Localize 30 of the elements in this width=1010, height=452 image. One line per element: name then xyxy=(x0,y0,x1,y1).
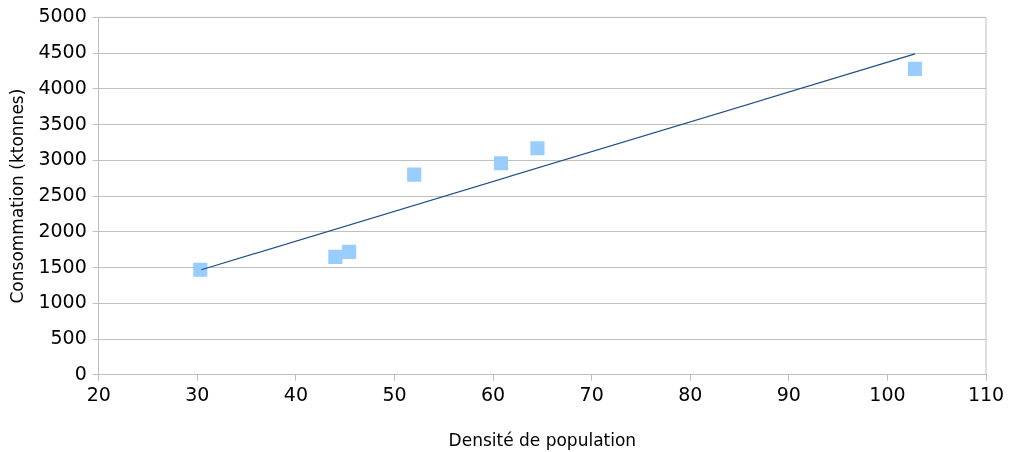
y-tick-label: 3000 xyxy=(38,147,87,170)
x-tick-label: 20 xyxy=(86,383,111,406)
x-tick-label: 100 xyxy=(869,383,906,406)
y-tick-label: 4000 xyxy=(38,75,87,98)
y-tick-label: 500 xyxy=(50,326,87,348)
y-tick-label: 3500 xyxy=(38,111,87,134)
x-tick-label: 80 xyxy=(678,383,703,406)
x-tick-label: 90 xyxy=(776,383,801,406)
y-tick-label: 1000 xyxy=(38,290,87,313)
point xyxy=(493,156,509,171)
y-axis-title: Consommation (ktonnes) xyxy=(6,88,27,304)
x-tick-label: 110 xyxy=(967,383,1005,406)
point xyxy=(530,141,545,156)
y-tick-label: 2000 xyxy=(38,218,87,241)
y-tick-label: 0 xyxy=(74,361,87,384)
x-tick-label: 50 xyxy=(382,383,407,406)
x-tick-label: 30 xyxy=(185,383,210,406)
y-tick-label: 5000 xyxy=(38,4,87,27)
x-tick-label: 70 xyxy=(579,383,604,406)
point xyxy=(907,61,923,76)
x-tick-label: 60 xyxy=(480,383,506,406)
x-axis-title: Densité de population xyxy=(448,430,637,451)
y-tick-label: 2500 xyxy=(38,183,87,206)
x-tick-label: 40 xyxy=(283,383,309,406)
point xyxy=(193,262,208,277)
point xyxy=(407,167,422,182)
y-tick-label: 4500 xyxy=(38,40,87,63)
point xyxy=(342,244,357,259)
y-tick-label: 1500 xyxy=(38,254,87,277)
point xyxy=(328,249,343,264)
